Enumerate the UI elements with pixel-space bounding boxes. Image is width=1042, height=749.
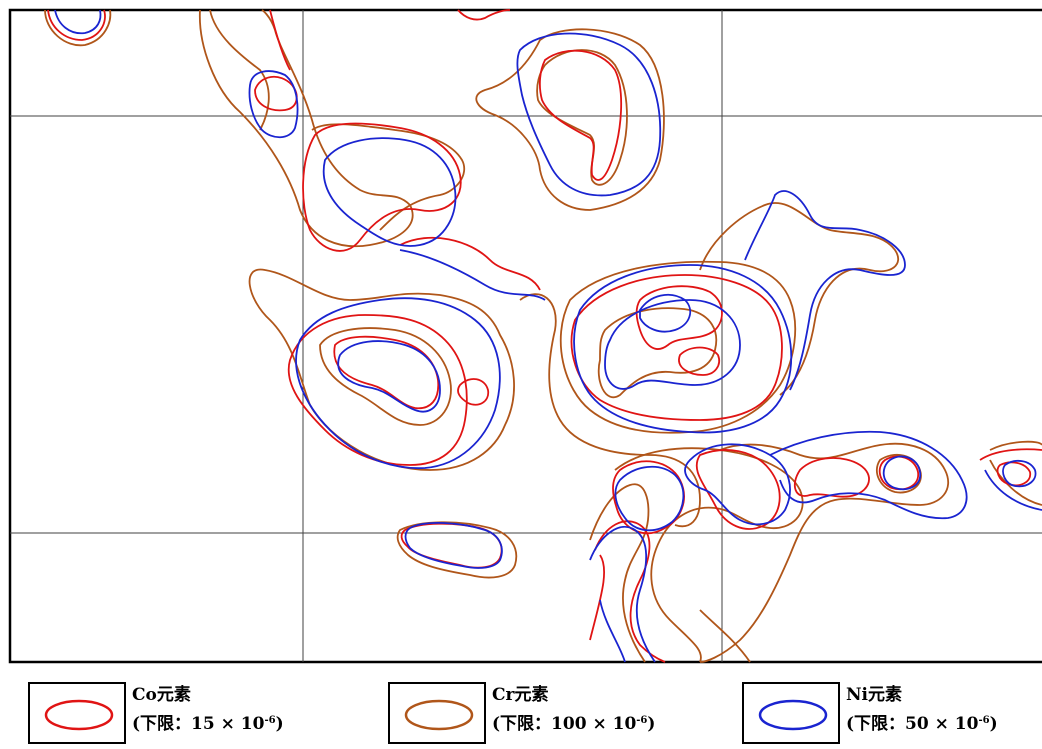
cr-contours [44,9,1042,663]
legend: Co元素 (下限：15 × 10-6) Cr元素 (下限：100 × 10-6)… [0,672,1042,749]
legend-swatch-ni [742,682,840,744]
legend-swatch-cr [388,682,486,744]
co-contours [47,9,1042,663]
legend-swatch-co [28,682,126,744]
legend-element-co: Co元素 [132,685,191,705]
legend-element-ni: Ni元素 [846,685,902,705]
legend-item-ni: Ni元素 (下限：50 × 10-6) [742,682,1032,746]
legend-label-ni: Ni元素 (下限：50 × 10-6) [846,682,998,737]
legend-item-cr: Cr元素 (下限：100 × 10-6) [388,682,688,746]
map-canvas [8,8,1042,664]
legend-element-cr: Cr元素 [492,685,549,705]
legend-label-co: Co元素 (下限：15 × 10-6) [132,682,284,737]
legend-limit-ni: (下限：50 × 10-6) [846,714,998,734]
map-border [8,8,1042,664]
legend-limit-co: (下限：15 × 10-6) [132,714,284,734]
legend-item-co: Co元素 (下限：15 × 10-6) [28,682,328,746]
anomaly-map [8,8,1042,664]
legend-label-cr: Cr元素 (下限：100 × 10-6) [492,682,655,737]
legend-limit-cr: (下限：100 × 10-6) [492,714,656,734]
ni-contours [54,9,1042,663]
